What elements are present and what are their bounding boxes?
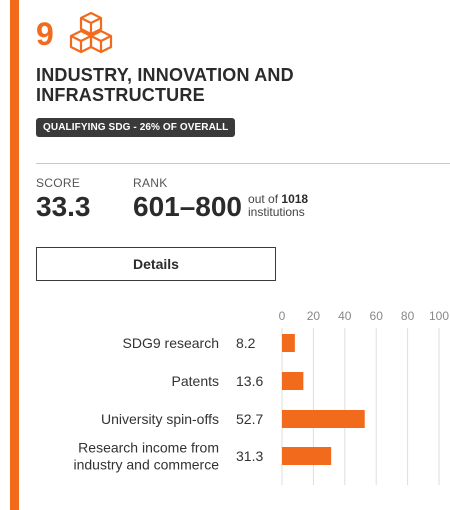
score-value: 33.3 [36,191,91,222]
x-tick-label: 80 [401,309,415,323]
score-block: SCORE 33.3 [36,176,91,222]
x-tick-label: 40 [338,309,352,323]
details-button[interactable]: Details [36,247,276,281]
rank-label: RANK [133,176,168,190]
x-tick-label: 100 [429,309,449,323]
indicator-label: Research income from industry and commerc… [73,440,219,473]
x-tick-label: 0 [279,309,286,323]
indicator-label: SDG9 research [123,335,219,351]
rank-out-of-suffix: institutions [248,205,305,219]
indicator-bar [282,334,295,352]
sdg-card: 9 INDUSTRY, INNOVATION AND INFRASTRUCTUR… [19,0,450,510]
goal-number: 9 [36,16,54,52]
rank-out-of-prefix: out of [248,192,279,206]
divider [36,163,450,164]
indicator-bar [282,447,332,465]
cubes-icon [69,11,112,54]
indicator-value: 52.7 [236,411,263,427]
indicator-value: 8.2 [236,335,256,351]
rank-value: 601–800 [133,191,243,222]
x-tick-label: 20 [307,309,321,323]
indicator-chart: 0 20 40 60 80 100 SDG9 research 8.2 Patents 13.6 U… [19,300,450,500]
goal-header: 9 [36,10,114,58]
indicator-label: Patents [172,373,219,389]
indicator-bar-chart: 0 20 40 60 80 100 SDG9 research 8.2 Patents 13.6 U… [73,309,449,485]
indicator-bar [282,372,304,390]
indicator-bar [282,410,365,428]
goal-title: INDUSTRY, INNOVATION AND INFRASTRUCTURE [36,65,294,105]
accent-bar [10,0,19,510]
rank-out-of-count: 1018 [281,192,309,206]
indicator-value: 31.3 [236,448,263,464]
indicator-value: 13.6 [236,373,263,389]
x-tick-label: 60 [370,309,384,323]
indicator-label: University spin-offs [101,411,219,427]
score-label: SCORE [36,176,81,190]
rank-block: RANK 601–800 out of 1018 institutions [133,176,308,222]
rank-out-of: out of 1018 institutions [248,193,308,222]
qualifying-badge: QUALIFYING SDG - 26% OF OVERALL [36,118,236,137]
